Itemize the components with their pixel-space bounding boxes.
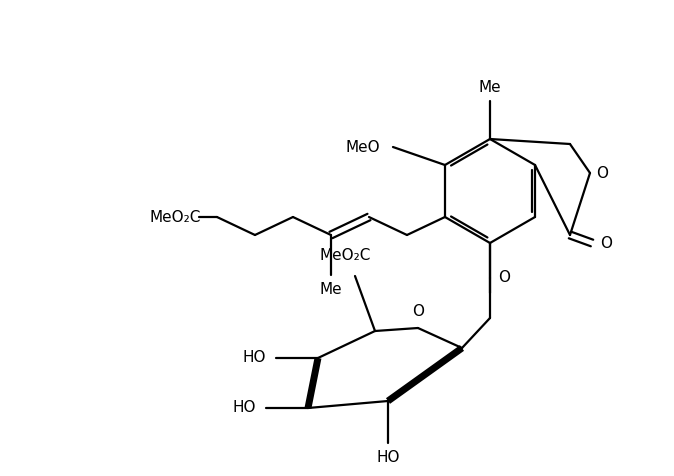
Text: O: O (600, 236, 612, 250)
Text: Me: Me (319, 281, 342, 297)
Text: Me: Me (479, 79, 501, 95)
Text: MeO: MeO (346, 139, 380, 155)
Text: MeO₂C: MeO₂C (149, 209, 201, 225)
Text: O: O (412, 305, 424, 319)
Text: MeO₂C: MeO₂C (319, 248, 371, 264)
Text: HO: HO (376, 449, 400, 465)
Text: HO: HO (242, 350, 266, 366)
Text: O: O (498, 270, 510, 286)
Text: HO: HO (233, 400, 255, 416)
Text: O: O (596, 166, 608, 180)
